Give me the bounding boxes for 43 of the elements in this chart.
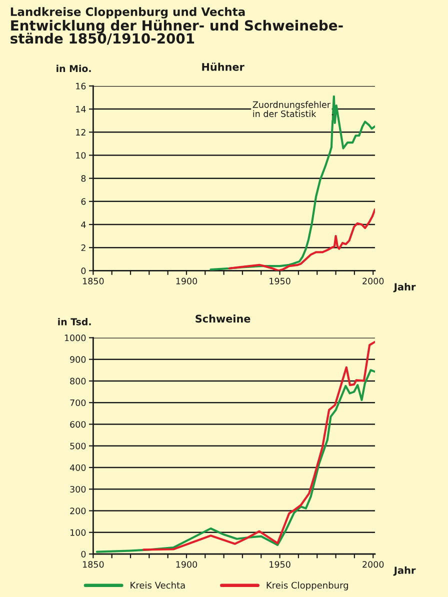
y-tick-label: 0: [81, 550, 86, 558]
y-tick-label: 300: [70, 486, 86, 493]
y-tick-label: 500: [70, 442, 86, 450]
line-series: [142, 340, 375, 551]
y-tick-label: 100: [70, 529, 86, 536]
line-series: [228, 208, 375, 271]
legend-label: Kreis Cloppenburg: [266, 582, 348, 590]
x-tick-label: 1950: [270, 278, 290, 284]
chart-title: Schweine: [196, 314, 250, 323]
y-tick-label: 6: [81, 198, 86, 205]
text: Landkreise Cloppenburg und Vechta: [10, 7, 245, 18]
x-tick-label: 1900: [176, 278, 198, 284]
x-tick-label: 2000: [362, 561, 384, 568]
x-tick-label: 1850: [83, 561, 104, 568]
y-tick-label: 14: [76, 106, 86, 112]
y-axis-title: in Mio.: [56, 64, 91, 72]
text: Entwicklung der Hühner- und Schweinebe- stände 1850/1910-2001: [10, 20, 343, 45]
x-axis-title: Jahr: [393, 282, 416, 292]
y-tick-label: 0: [81, 268, 86, 274]
y-tick-label: 600: [70, 421, 86, 428]
y-tick-label: 700: [70, 399, 86, 406]
line-series: [210, 95, 375, 271]
y-tick-label: 400: [70, 464, 86, 471]
y-tick-label: 1000: [64, 334, 86, 342]
y-tick-label: 16: [76, 82, 86, 90]
y-tick-label: 4: [81, 221, 86, 228]
x-axis-title: Jahr: [393, 566, 416, 576]
y-tick-label: 10: [76, 152, 86, 159]
x-tick-label: 2000: [362, 278, 384, 284]
line-series: [96, 369, 375, 553]
legend-label: Kreis Vechta: [130, 582, 185, 589]
y-tick-label: 8: [81, 175, 86, 182]
y-tick-label: 12: [76, 128, 86, 136]
x-tick-label: 1950: [270, 561, 290, 568]
chart-title: Hühner: [202, 62, 244, 71]
y-tick-label: 800: [70, 378, 86, 384]
y-tick-label: 200: [70, 508, 86, 514]
y-tick-label: 2: [81, 244, 86, 251]
y-tick-label: 900: [70, 356, 86, 363]
x-tick-label: 1900: [176, 561, 198, 568]
y-axis-title: in Tsd.: [58, 318, 91, 326]
annotation: Zuordnungsfehler in der Statistik: [252, 101, 330, 118]
x-tick-label: 1850: [83, 278, 104, 284]
